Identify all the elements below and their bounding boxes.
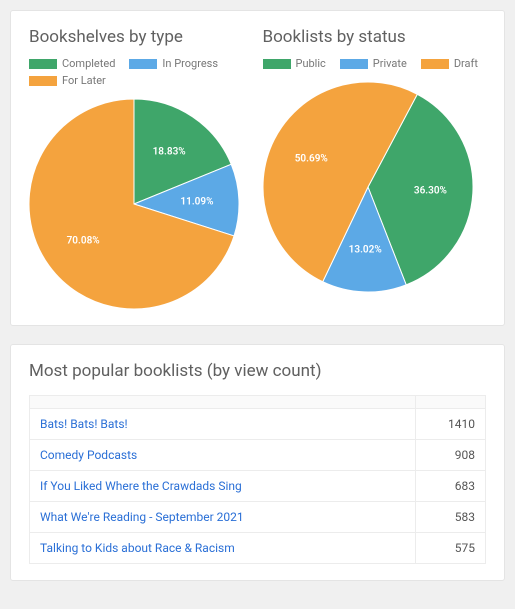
chart-legend: Public Private Draft [263,57,487,70]
legend-label: Completed [62,57,115,70]
charts-row: Bookshelves by type Completed In Progres… [29,27,486,309]
booklist-count: 683 [416,471,486,502]
legend-label: Public [296,57,326,70]
legend-label: For Later [62,74,106,87]
table-row: Comedy Podcasts 908 [30,440,486,471]
legend-label: Draft [454,57,478,70]
chart-title: Booklists by status [263,27,487,47]
booklist-link[interactable]: What We're Reading - September 2021 [30,502,416,533]
legend-label: In Progress [162,57,218,70]
booklist-count: 908 [416,440,486,471]
table-header-cell [30,396,416,409]
legend-item: For Later [29,74,106,87]
chart-bookshelves: Bookshelves by type Completed In Progres… [29,27,253,309]
booklist-count: 575 [416,533,486,564]
table-row: Bats! Bats! Bats! 1410 [30,409,486,440]
legend-item: Private [340,57,407,70]
table-row: What We're Reading - September 2021 583 [30,502,486,533]
legend-swatch [263,59,291,69]
chart-booklists: Booklists by status Public Private Draft… [263,27,487,309]
table-header-row [30,396,486,409]
legend-item: In Progress [129,57,218,70]
legend-swatch [340,59,368,69]
legend-item: Completed [29,57,115,70]
pie-chart: 36.30%13.02%50.69% [263,82,473,292]
table-row: Talking to Kids about Race & Racism 575 [30,533,486,564]
legend-swatch [421,59,449,69]
popular-booklists-card: Most popular booklists (by view count) B… [10,344,505,581]
charts-card: Bookshelves by type Completed In Progres… [10,10,505,326]
booklist-link[interactable]: Talking to Kids about Race & Racism [30,533,416,564]
legend-swatch [29,59,57,69]
legend-item: Draft [421,57,478,70]
chart-title: Bookshelves by type [29,27,253,47]
legend-label: Private [373,57,407,70]
table-row: If You Liked Where the Crawdads Sing 683 [30,471,486,502]
booklist-link[interactable]: If You Liked Where the Crawdads Sing [30,471,416,502]
booklist-link[interactable]: Comedy Podcasts [30,440,416,471]
pie-chart: 18.83%11.09%70.08% [29,99,239,309]
booklist-count: 583 [416,502,486,533]
legend-swatch [29,76,57,86]
chart-legend: Completed In Progress For Later [29,57,253,87]
booklist-link[interactable]: Bats! Bats! Bats! [30,409,416,440]
table-title: Most popular booklists (by view count) [29,361,486,381]
legend-swatch [129,59,157,69]
popular-booklists-table: Bats! Bats! Bats! 1410 Comedy Podcasts 9… [29,395,486,564]
legend-item: Public [263,57,326,70]
booklist-count: 1410 [416,409,486,440]
table-header-cell [416,396,486,409]
